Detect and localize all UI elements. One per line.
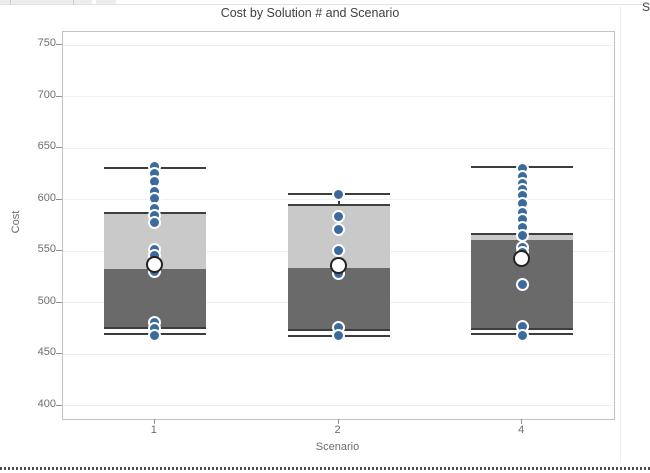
y-axis-tick <box>56 198 62 200</box>
y-gridline <box>63 96 614 98</box>
plot-area[interactable] <box>62 31 615 420</box>
y-tick-label: 650 <box>37 140 56 153</box>
y-tick-label: 500 <box>37 294 56 307</box>
x-axis-tick <box>521 419 523 424</box>
data-point[interactable] <box>515 277 529 291</box>
y-gridline <box>63 405 614 407</box>
x-tick-label: 4 <box>518 424 525 436</box>
x-axis-tick <box>153 419 155 424</box>
y-tick-label: 450 <box>37 346 56 359</box>
y-axis-tick <box>56 147 62 149</box>
clipped-side-panel-text: S <box>642 0 650 14</box>
y-axis-tick <box>56 404 62 406</box>
y-tick-label: 400 <box>37 397 56 410</box>
data-point[interactable] <box>332 223 345 237</box>
top-chrome-strip-right <box>96 0 116 4</box>
top-chrome-border <box>0 4 650 5</box>
y-gridline <box>63 44 614 46</box>
y-axis-tick <box>56 250 62 252</box>
y-axis-tick <box>56 301 62 303</box>
y-axis-tick <box>56 44 62 46</box>
x-axis-tick <box>337 419 339 424</box>
chart-title: Cost by Solution # and Scenario <box>220 6 400 20</box>
x-tick-label: 2 <box>334 424 341 436</box>
data-point[interactable] <box>332 243 345 257</box>
x-axis-title: Scenario <box>315 441 360 453</box>
y-axis-tick <box>56 353 62 355</box>
data-point[interactable] <box>332 188 345 202</box>
panel-right-border <box>620 6 621 462</box>
mean-marker[interactable] <box>329 256 347 274</box>
top-chrome-strip-left <box>0 0 92 4</box>
y-axis-title: Cost <box>10 210 22 234</box>
data-point[interactable] <box>332 209 345 223</box>
y-tick-label: 600 <box>37 191 56 204</box>
selection-dotted-border <box>0 467 650 470</box>
mean-marker[interactable] <box>513 250 531 268</box>
top-chrome-divider-1 <box>10 0 11 5</box>
y-tick-label: 700 <box>37 88 56 101</box>
mean-marker[interactable] <box>145 255 163 273</box>
y-tick-label: 750 <box>37 37 56 50</box>
data-point[interactable] <box>148 215 162 229</box>
y-gridline <box>63 353 614 355</box>
data-point[interactable] <box>332 329 345 343</box>
top-chrome-divider-2 <box>73 0 74 5</box>
data-point[interactable] <box>148 329 162 343</box>
data-point[interactable] <box>515 329 529 343</box>
box-top-border <box>287 203 390 206</box>
y-tick-label: 550 <box>37 243 56 256</box>
x-tick-label: 1 <box>150 424 157 436</box>
y-gridline <box>63 147 614 149</box>
y-axis-tick <box>56 95 62 97</box>
